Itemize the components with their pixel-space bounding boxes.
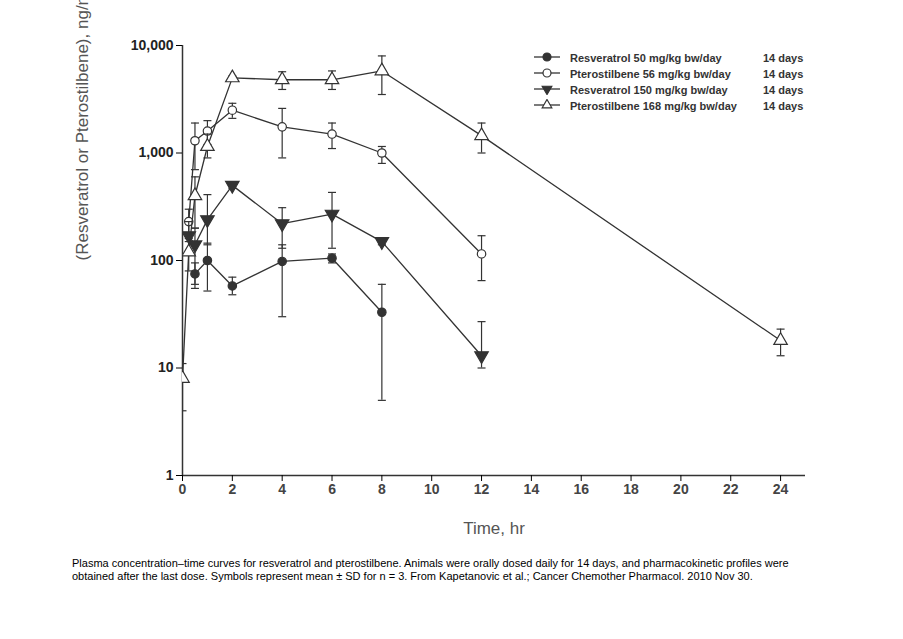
svg-text:10,000: 10,000	[131, 37, 174, 53]
svg-text:1,000: 1,000	[138, 144, 173, 160]
html-text:Pterostilbene 168 mg/kg bw/day: Pterostilbene 168 mg/kg bw/day	[570, 100, 737, 112]
svg-text:10: 10	[158, 359, 174, 375]
svg-text:8: 8	[378, 481, 386, 497]
html-text:Plasma concentration–time curv: Plasma concentration–time curves for res…	[72, 557, 789, 582]
svg-text:Time, hr: Time, hr	[463, 519, 525, 538]
svg-text:4: 4	[278, 481, 286, 497]
svg-text:20: 20	[673, 481, 689, 497]
svg-text:0: 0	[179, 481, 187, 497]
html-text:14 days: 14 days	[762, 84, 804, 96]
svg-text:2: 2	[228, 481, 236, 497]
svg-text:10: 10	[424, 481, 440, 497]
svg-text:(Resveratrol or Pterostilbene): (Resveratrol or Pterostilbene), ng/mL	[73, 0, 92, 261]
html-text:14 days: 14 days	[762, 52, 804, 64]
svg-text:18: 18	[623, 481, 639, 497]
html-text:Pterostilbene 56 mg/kg bw/day: Pterostilbene 56 mg/kg bw/day	[570, 68, 731, 80]
svg-text:1: 1	[166, 467, 174, 483]
svg-text:14: 14	[524, 481, 540, 497]
html-text:Resveratrol 50 mg/kg bw/day: Resveratrol 50 mg/kg bw/day	[570, 52, 722, 64]
svg-text:24: 24	[773, 481, 789, 497]
svg-text:22: 22	[723, 481, 739, 497]
svg-text:12: 12	[474, 481, 490, 497]
html-text:14 days: 14 days	[762, 100, 804, 112]
svg-text:16: 16	[573, 481, 589, 497]
svg-text:100: 100	[150, 252, 174, 268]
svg-text:6: 6	[328, 481, 336, 497]
html-text:14 days: 14 days	[762, 68, 804, 80]
html-text:Resveratrol 150 mg/kg bw/day: Resveratrol 150 mg/kg bw/day	[570, 84, 728, 96]
